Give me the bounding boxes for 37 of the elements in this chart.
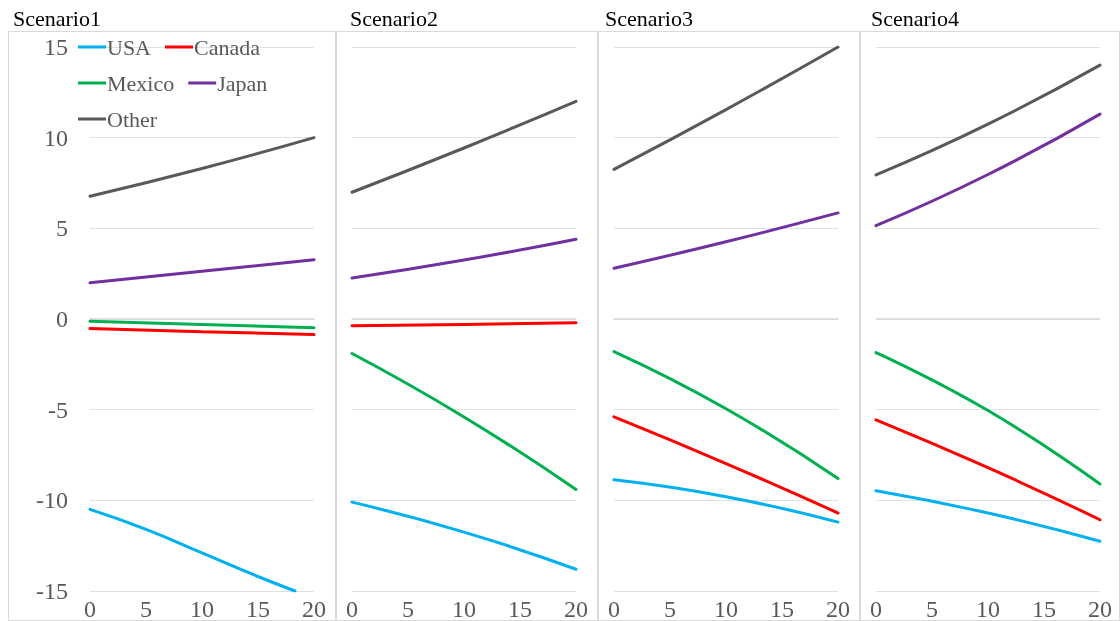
x-tick-label: 0 — [346, 596, 358, 621]
chart-title: Scenario3 — [605, 5, 693, 31]
x-tick-label: 15 — [1032, 596, 1056, 621]
y-tick-label: -10 — [36, 487, 68, 514]
chart-title: Scenario2 — [350, 5, 438, 31]
legend-label: Mexico — [107, 70, 175, 96]
x-tick-label: 20 — [1088, 596, 1112, 621]
legend-label: USA — [107, 34, 152, 60]
chart-title: Scenario1 — [13, 5, 101, 31]
x-tick-label: 20 — [564, 596, 588, 621]
x-tick-label: 10 — [190, 596, 214, 621]
x-tick-label: 15 — [246, 596, 270, 621]
chart-title: Scenario4 — [871, 5, 959, 31]
legend-label: Canada — [194, 34, 261, 60]
y-tick-label: 15 — [44, 34, 68, 60]
y-tick-label: 10 — [44, 124, 68, 151]
x-tick-label: 10 — [714, 596, 738, 621]
x-tick-label: 20 — [826, 596, 850, 621]
x-tick-label: 0 — [608, 596, 620, 621]
legend-label: Japan — [217, 70, 268, 96]
x-tick-label: 5 — [140, 596, 152, 621]
y-tick-label: -15 — [36, 578, 68, 604]
x-tick-label: 20 — [302, 596, 326, 621]
x-tick-label: 15 — [508, 596, 532, 621]
y-tick-label: 0 — [56, 306, 68, 332]
x-tick-label: 10 — [452, 596, 476, 621]
x-tick-label: 5 — [402, 596, 414, 621]
x-tick-label: 5 — [926, 596, 938, 621]
x-tick-label: 0 — [870, 596, 882, 621]
x-tick-label: 15 — [770, 596, 794, 621]
x-tick-label: 10 — [976, 596, 1000, 621]
x-tick-label: 0 — [84, 596, 96, 621]
x-tick-label: 5 — [664, 596, 676, 621]
legend-label: Other — [107, 106, 158, 132]
line-series — [88, 507, 297, 593]
y-tick-label: 5 — [56, 215, 68, 242]
y-tick-label: -5 — [48, 396, 68, 423]
